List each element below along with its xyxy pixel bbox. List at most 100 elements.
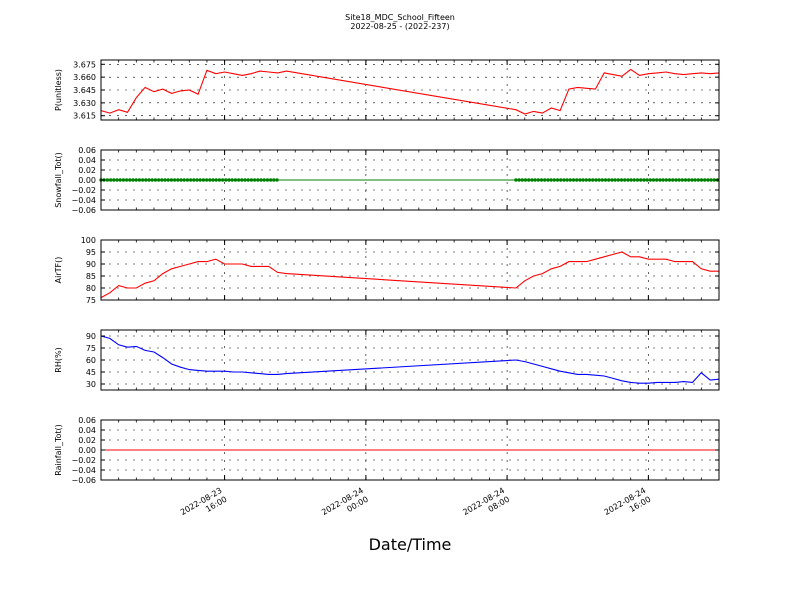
data-point	[642, 178, 646, 182]
data-point	[546, 178, 550, 182]
y-tick-label: 100	[81, 236, 96, 245]
data-point	[208, 178, 212, 182]
data-point	[265, 178, 270, 182]
data-point	[188, 178, 193, 182]
panel-2: −0.06−0.04−0.020.000.020.040.06 Snowfall_…	[54, 146, 720, 215]
data-point	[204, 178, 209, 182]
data-point	[587, 178, 592, 182]
data-point	[112, 178, 116, 182]
data-point	[639, 178, 643, 182]
data-point	[131, 178, 135, 182]
data-point	[623, 178, 627, 182]
data-point	[256, 178, 260, 182]
y-tick-label: 0.06	[78, 416, 96, 425]
panel-5: −0.06−0.04−0.020.000.020.040.06 Rainfall_…	[54, 416, 720, 485]
data-point	[124, 178, 129, 182]
data-point	[536, 178, 540, 182]
data-point	[214, 178, 218, 182]
data-point	[680, 178, 684, 182]
data-point	[217, 178, 222, 182]
data-point	[706, 178, 710, 182]
data-point	[687, 178, 691, 182]
data-point	[252, 178, 257, 182]
data-point	[607, 178, 611, 182]
axes-frame	[100, 329, 720, 391]
data-point	[220, 178, 225, 182]
data-point	[137, 178, 142, 182]
data-point	[211, 178, 215, 182]
data-point	[581, 178, 585, 182]
x-axis-tick-labels: 2022-08-2316:00 2022-08-2400:00 2022-08-24…	[179, 486, 653, 526]
data-point	[543, 178, 547, 182]
data-point	[201, 178, 206, 182]
y-tick-label: −0.06	[71, 206, 96, 215]
y-tick-label: 75	[86, 344, 96, 353]
data-point	[635, 178, 640, 182]
data-point	[565, 178, 569, 182]
data-point	[128, 178, 132, 182]
data-point	[661, 178, 665, 182]
y-tick-label: 0.04	[78, 156, 96, 165]
data-point	[156, 178, 161, 182]
data-point	[568, 178, 572, 182]
data-point	[594, 178, 598, 182]
data-point	[147, 178, 151, 182]
data-point	[549, 178, 553, 182]
axes-frame	[100, 239, 720, 301]
data-point	[667, 178, 672, 182]
y-tick-label: 60	[86, 356, 96, 365]
data-point	[105, 178, 110, 182]
data-point	[259, 178, 263, 182]
x-axis-label: Date/Time	[369, 535, 452, 554]
data-point	[552, 178, 556, 182]
data-point	[658, 178, 662, 182]
data-point	[230, 178, 234, 182]
data-point	[703, 178, 707, 182]
data-point	[626, 178, 630, 182]
data-point	[224, 178, 228, 182]
data-point	[555, 178, 560, 182]
data-point	[179, 178, 183, 182]
data-point	[514, 178, 518, 182]
data-point	[169, 178, 174, 182]
y-tick-label: −0.02	[71, 186, 96, 195]
data-point	[517, 178, 521, 182]
data-point	[578, 178, 582, 182]
data-point	[575, 178, 579, 182]
data-point	[160, 178, 164, 182]
data-point	[166, 178, 170, 182]
data-point	[140, 178, 145, 182]
panel-3: 75 80 85 90 95 100 AirTF()	[54, 236, 720, 305]
y-axis-label: AirTF()	[54, 257, 63, 284]
data-point	[616, 178, 620, 182]
x-tick-label: 2022-08-2316:00	[179, 486, 229, 526]
y-tick-label: 30	[86, 380, 96, 389]
data-point	[677, 178, 681, 182]
series-line-1	[100, 251, 719, 299]
data-point	[236, 178, 241, 182]
data-point	[275, 178, 279, 182]
chart-panels: 3.615 3.630 3.645 3.660 3.675 P(unitless) −0.0…	[54, 59, 720, 485]
data-point	[144, 178, 148, 182]
data-point	[610, 178, 614, 182]
y-tick-label: −0.04	[71, 196, 96, 205]
data-point	[693, 178, 697, 182]
data-point	[597, 178, 601, 182]
data-point	[712, 178, 716, 182]
y-tick-label: 80	[86, 284, 96, 293]
x-tick-label: 2022-08-2416:00	[603, 486, 653, 526]
x-tick-label: 2022-08-2400:00	[320, 486, 370, 526]
data-point	[613, 178, 617, 182]
data-point	[240, 178, 244, 182]
data-point	[182, 178, 186, 182]
figure-title: Site18_MDC_School_Fifteen	[345, 13, 455, 22]
data-point	[651, 178, 656, 182]
data-point	[233, 178, 238, 182]
y-tick-label: 95	[86, 248, 96, 257]
y-tick-label: 0.00	[78, 446, 96, 455]
data-point	[272, 178, 276, 182]
series-line-1	[100, 335, 720, 384]
data-point	[696, 178, 700, 182]
y-tick-label: −0.04	[71, 466, 96, 475]
